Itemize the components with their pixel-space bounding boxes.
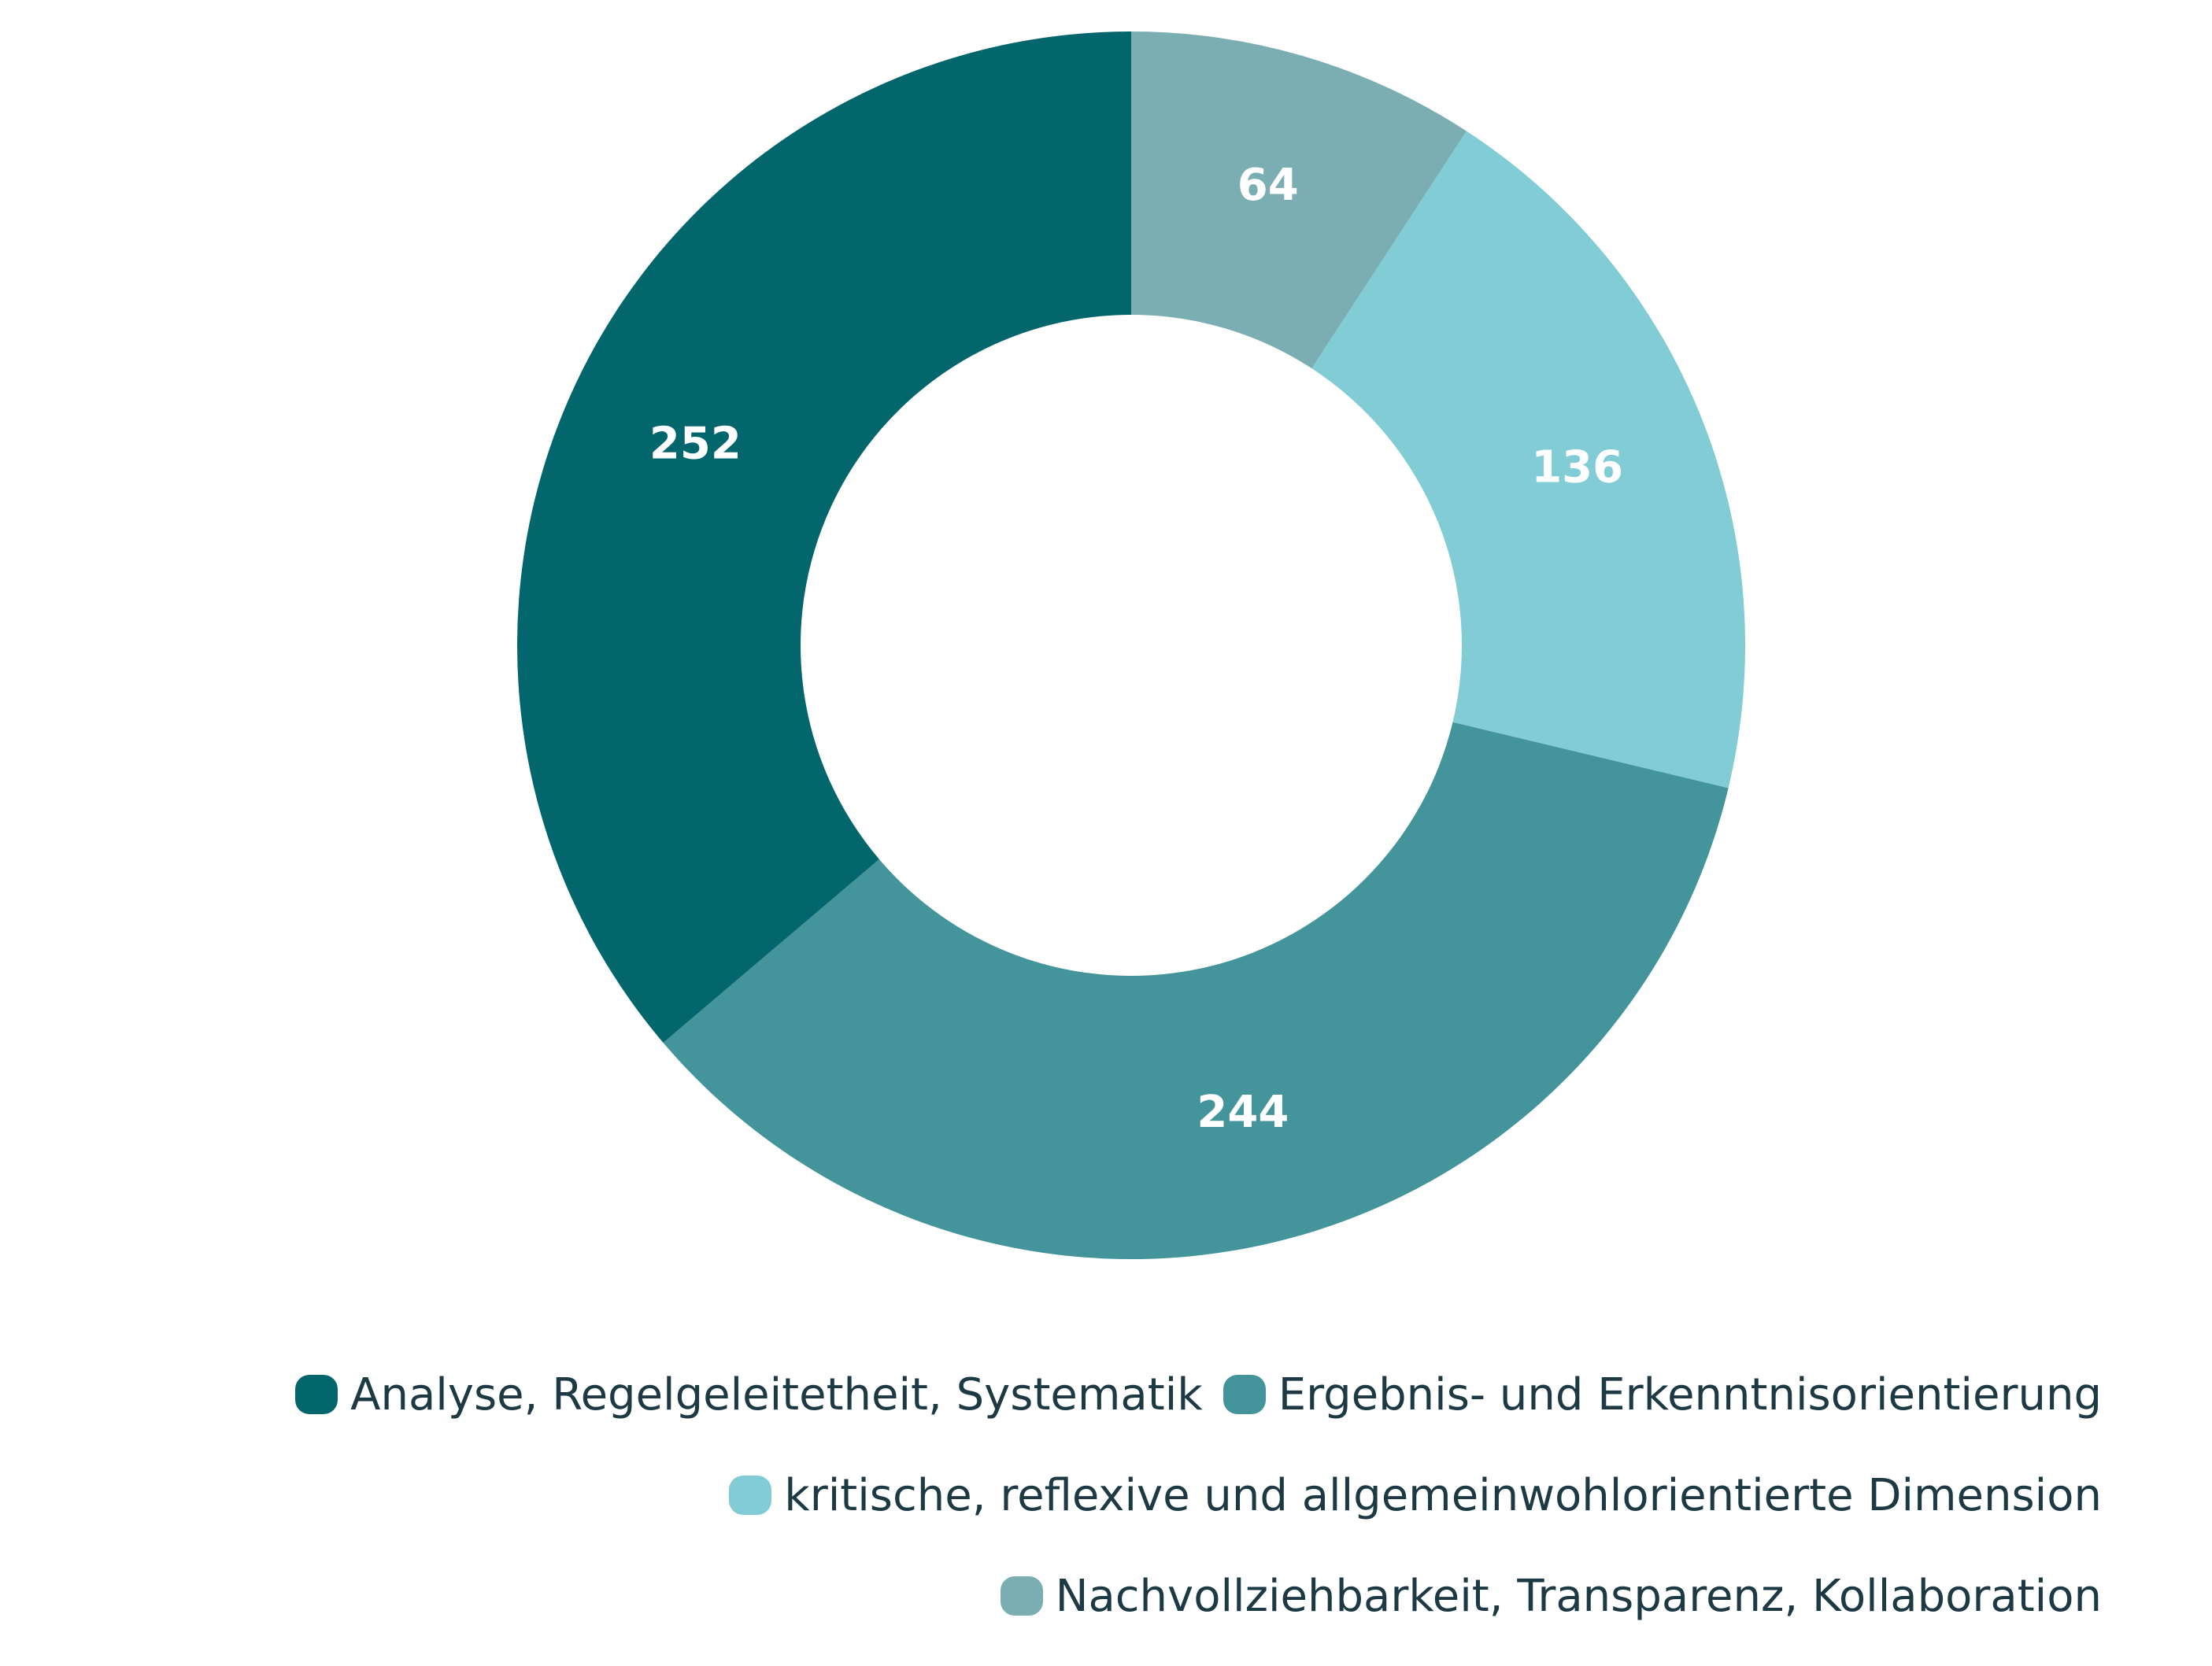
legend-swatch <box>295 1375 338 1414</box>
donut-slices <box>516 31 1745 1260</box>
legend-swatch <box>1000 1576 1043 1616</box>
legend-item-kritische: kritische, reflexive und allgemeinwohlor… <box>233 1462 2102 1528</box>
donut-chart: 64 136 244 252 <box>516 31 1745 1260</box>
legend-label: Analyse, Regelgeleitetheit, Systematik <box>350 1369 1203 1420</box>
slice-value-label: 136 <box>1531 442 1623 493</box>
slice-252 <box>516 31 1131 1043</box>
legend-item-nachvollziehbarkeit: Nachvollziehbarkeit, Transparenz, Kollab… <box>233 1563 2102 1629</box>
chart-legend: Analyse, Regelgeleitetheit, Systematik E… <box>213 1361 2102 1629</box>
legend-item-analyse: Analyse, Regelgeleitetheit, Systematik <box>295 1361 1203 1428</box>
legend-label: kritische, reflexive und allgemeinwohlor… <box>784 1469 2102 1521</box>
legend-label: Ergebnis- und Erkenntnisorientierung <box>1278 1369 2102 1420</box>
slice-labels: 64 136 244 252 <box>649 160 1623 1138</box>
legend-label: Nachvollziehbarkeit, Transparenz, Kollab… <box>1055 1570 2102 1622</box>
legend-swatch <box>729 1476 772 1515</box>
legend-swatch <box>1223 1375 1266 1414</box>
slice-value-label: 244 <box>1197 1087 1289 1138</box>
slice-244 <box>663 722 1729 1260</box>
slice-64 <box>1131 31 1467 369</box>
slice-value-label: 252 <box>649 418 742 469</box>
legend-item-ergebnis: Ergebnis- und Erkenntnisorientierung <box>1223 1361 2102 1428</box>
slice-136 <box>1311 131 1745 789</box>
slice-value-label: 64 <box>1237 160 1299 211</box>
